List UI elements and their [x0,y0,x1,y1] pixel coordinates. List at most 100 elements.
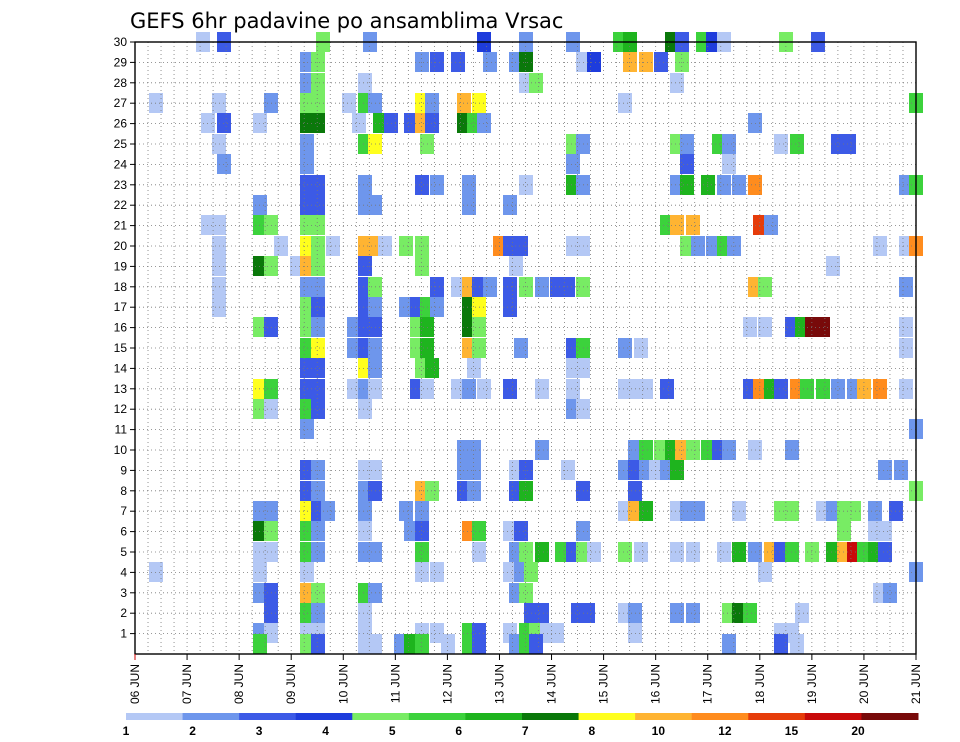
y-tick-label: 4 [120,565,127,579]
heatmap-cell [706,236,720,256]
heatmap-cell [503,379,517,399]
heatmap-cell [618,542,632,562]
heatmap-cell [686,215,700,235]
heatmap-cell [311,215,325,235]
heatmap-cell [842,134,856,154]
heatmap-cell [347,338,361,358]
legend-swatch [861,713,919,720]
heatmap-cell [587,52,601,72]
heatmap-cell [430,175,444,195]
heatmap-cell [358,521,372,541]
heatmap-cell [253,521,267,541]
legend-label: 20 [851,724,865,738]
heatmap-cell [790,134,804,154]
heatmap-cell [274,236,288,256]
y-tick-label: 10 [114,443,128,457]
y-tick-label: 17 [114,300,128,314]
heatmap-cell [483,277,497,297]
heatmap-cell [451,379,465,399]
heatmap-cell [311,379,325,399]
heatmap-cell [639,52,653,72]
legend-swatch [522,713,580,720]
heatmap-cell [415,236,429,256]
y-tick-label: 28 [114,76,128,90]
heatmap-cell [415,52,429,72]
heatmap-cell [883,583,897,603]
heatmap-cell [342,93,356,113]
heatmap-cell [264,317,278,337]
heatmap-cell [743,317,757,337]
legend-label: 8 [588,724,595,738]
heatmap-cell [253,215,267,235]
heatmap-cell [311,52,325,72]
heatmap-cell [878,542,892,562]
heatmap-cell [758,562,772,582]
heatmap-cell [311,256,325,276]
x-tick-label: 16 JUN [649,664,663,704]
heatmap-cell [519,460,533,480]
heatmap-cell [368,634,382,654]
heatmap-cell [670,73,684,93]
heatmap-cell [425,113,439,133]
legend-label: 1 [123,724,130,738]
heatmap-cell [634,542,648,562]
heatmap-cell [899,277,913,297]
heatmap-cell [430,623,444,643]
y-tick-label: 11 [115,423,128,437]
heatmap-cell [618,338,632,358]
x-tick-label: 15 JUN [597,664,611,704]
heatmap-cell [352,113,366,133]
heatmap-cell [462,379,476,399]
y-tick-label: 13 [114,382,128,396]
heatmap-cell [503,562,517,582]
y-tick-label: 6 [120,525,127,539]
heatmap-cell [311,277,325,297]
heatmap-cell [519,481,533,501]
heatmap-cell [686,603,700,623]
heatmap-cell [311,634,325,654]
heatmap-cell [774,134,788,154]
heatmap-cell [576,521,590,541]
y-tick-label: 18 [114,280,128,294]
heatmap-cell [467,358,481,378]
y-tick-label: 29 [114,55,128,69]
legend-swatch [804,713,862,720]
y-tick-label: 8 [120,484,127,498]
heatmap-cell [467,440,481,460]
heatmap-cell [264,521,278,541]
heatmap-cell [300,634,314,654]
heatmap-cell [878,521,892,541]
heatmap-cell [634,338,648,358]
heatmap-cell [639,379,653,399]
heatmap-cell [311,521,325,541]
legend-label: 3 [256,724,263,738]
heatmap-cell [670,603,684,623]
y-tick-label: 9 [120,463,127,477]
heatmap-cell [826,256,840,276]
heatmap-cell [347,379,361,399]
x-tick-label: 06 JUN [128,664,142,704]
heatmap-cell [300,419,314,439]
y-tick-label: 7 [120,504,127,518]
legend-swatch [748,713,806,720]
heatmap-cell [826,501,840,521]
heatmap-cell [430,297,444,317]
heatmap-cell [826,542,840,562]
heatmap-cell [535,542,549,562]
y-tick-label: 20 [114,239,128,253]
heatmap-cell [378,236,392,256]
heatmap-cell [358,603,372,623]
heatmap-cell [831,379,845,399]
heatmap-cell [670,542,684,562]
y-tick-label: 16 [114,321,128,335]
heatmap-cell [514,521,528,541]
heatmap-cell [217,113,231,133]
heatmap-cell [467,460,481,480]
heatmap-cell [514,338,528,358]
heatmap-cell [503,277,517,297]
heatmap-cell [462,175,476,195]
heatmap-cell [311,297,325,317]
heatmap-cell [253,634,267,654]
legend-label: 5 [389,724,396,738]
heatmap-cells [149,32,923,654]
